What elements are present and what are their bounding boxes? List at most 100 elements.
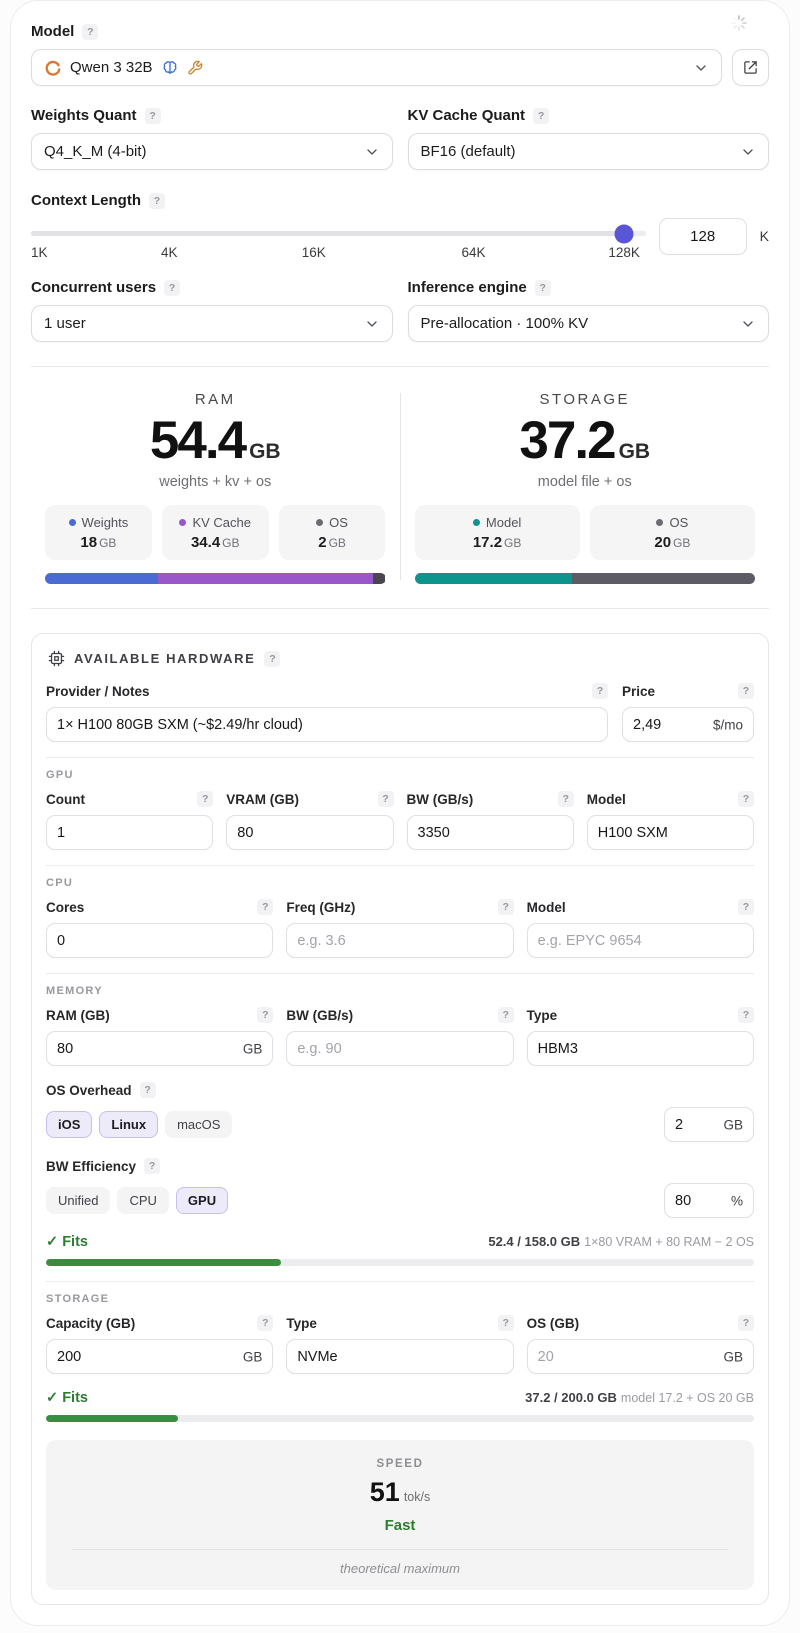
tick-16k: 16K bbox=[301, 245, 326, 260]
memory-ram-help-icon[interactable]: ? bbox=[257, 1007, 274, 1023]
storage-fit-status-text: Fits bbox=[62, 1390, 88, 1406]
chevron-down-icon bbox=[366, 320, 377, 327]
calculator-card: Model ? Qwen 3 32B bbox=[10, 0, 790, 1626]
storage-type-label: Type bbox=[286, 1315, 317, 1331]
available-hardware-card: AVAILABLE HARDWARE ? Provider / Notes ? … bbox=[31, 633, 769, 1605]
cpu-model-input[interactable] bbox=[526, 923, 754, 958]
gpu-bw-help-icon[interactable]: ? bbox=[557, 791, 574, 807]
tick-1k: 1K bbox=[31, 245, 48, 260]
section-divider bbox=[31, 608, 769, 609]
price-help-icon[interactable]: ? bbox=[738, 683, 754, 699]
storage-capacity-help-icon[interactable]: ? bbox=[257, 1315, 274, 1331]
chevron-down-icon bbox=[696, 64, 706, 71]
context-unit-label: K bbox=[759, 228, 769, 244]
context-length-slider[interactable]: 1K 4K 16K 64K 128K bbox=[31, 218, 646, 265]
memory-ram-input[interactable] bbox=[46, 1031, 274, 1066]
storage-os-label: OS (GB) bbox=[526, 1315, 580, 1331]
memory-fit-usage: 52.4 / 158.0 GB bbox=[488, 1234, 581, 1249]
kv-quant-label: KV Cache Quant bbox=[407, 107, 526, 124]
memory-type-input[interactable] bbox=[526, 1031, 754, 1066]
memory-type-help-icon[interactable]: ? bbox=[737, 1007, 754, 1023]
ram-os-badge-value: 2 bbox=[318, 534, 327, 551]
kv-cache-badge: KV Cache 34.4 GB bbox=[161, 505, 269, 560]
cpu-cores-input[interactable] bbox=[46, 923, 274, 958]
price-input[interactable] bbox=[622, 707, 754, 742]
price-label: Price bbox=[622, 683, 656, 699]
os-overhead-input[interactable] bbox=[664, 1107, 754, 1142]
memory-fit-detail: 1×80 VRAM + 80 RAM − 2 OS bbox=[584, 1235, 754, 1249]
concurrent-users-select[interactable]: 1 user bbox=[31, 305, 393, 342]
os-option-ios[interactable]: iOS bbox=[46, 1111, 93, 1138]
cpu-section-caption: CPU bbox=[46, 865, 754, 889]
speed-note: theoretical maximum bbox=[340, 1561, 460, 1576]
bw-efficiency-help-icon[interactable]: ? bbox=[144, 1158, 161, 1174]
storage-os-dot-icon bbox=[656, 519, 664, 526]
storage-summary: STORAGE 37.2 GB model file + os Model 17… bbox=[401, 387, 770, 584]
gpu-vram-input[interactable] bbox=[226, 815, 394, 850]
ram-os-badge-label: OS bbox=[329, 515, 348, 530]
bw-option-cpu[interactable]: CPU bbox=[117, 1187, 169, 1214]
provider-input[interactable] bbox=[46, 707, 608, 742]
gpu-model-input[interactable] bbox=[586, 815, 754, 850]
inference-engine-value: Pre-allocation · 100% KV bbox=[420, 315, 589, 332]
os-option-macos[interactable]: macOS bbox=[165, 1111, 233, 1138]
storage-type-help-icon[interactable]: ? bbox=[497, 1315, 514, 1331]
gpu-count-input[interactable] bbox=[46, 815, 214, 850]
os-overhead-label: OS Overhead bbox=[46, 1082, 132, 1098]
kv-quant-help-icon[interactable]: ? bbox=[533, 107, 550, 124]
model-file-badge-value: 17.2 bbox=[472, 534, 503, 551]
kv-cache-dot-icon bbox=[179, 519, 187, 526]
speed-rating: Fast bbox=[384, 1517, 416, 1534]
tick-4k: 4K bbox=[161, 245, 178, 260]
model-select[interactable]: Qwen 3 32B bbox=[31, 49, 722, 86]
inference-engine-select[interactable]: Pre-allocation · 100% KV bbox=[407, 305, 769, 342]
provider-label: Provider / Notes bbox=[46, 683, 150, 699]
context-length-input[interactable] bbox=[658, 218, 747, 255]
storage-os-input[interactable] bbox=[526, 1339, 754, 1374]
storage-type-input[interactable] bbox=[286, 1339, 514, 1374]
os-overhead-help-icon[interactable]: ? bbox=[139, 1082, 156, 1098]
cpu-freq-help-icon[interactable]: ? bbox=[497, 899, 514, 915]
storage-fit-detail: model 17.2 + OS 20 GB bbox=[620, 1391, 754, 1405]
weights-badge-value: 18 bbox=[80, 534, 98, 551]
memory-bw-help-icon[interactable]: ? bbox=[497, 1007, 514, 1023]
kv-quant-select[interactable]: BF16 (default) bbox=[407, 133, 769, 170]
ram-unit: GB bbox=[249, 440, 281, 463]
gpu-model-help-icon[interactable]: ? bbox=[738, 791, 754, 807]
bw-efficiency-input[interactable] bbox=[664, 1183, 754, 1218]
storage-fit-fill bbox=[46, 1415, 178, 1422]
gpu-bw-input[interactable] bbox=[406, 815, 574, 850]
chevron-down-icon bbox=[743, 320, 753, 327]
gpu-count-help-icon[interactable]: ? bbox=[197, 791, 214, 807]
storage-capacity-input[interactable] bbox=[46, 1339, 274, 1374]
inference-engine-help-icon[interactable]: ? bbox=[534, 279, 551, 296]
gpu-count-label: Count bbox=[46, 791, 85, 807]
available-hardware-help-icon[interactable]: ? bbox=[264, 650, 281, 667]
ram-os-badge-unit: GB bbox=[328, 536, 346, 550]
concurrent-users-help-icon[interactable]: ? bbox=[164, 279, 181, 296]
speed-divider bbox=[72, 1549, 728, 1550]
bw-option-gpu[interactable]: GPU bbox=[175, 1187, 229, 1214]
cpu-freq-input[interactable] bbox=[286, 923, 514, 958]
open-external-button[interactable] bbox=[732, 49, 769, 86]
weights-quant-select[interactable]: Q4_K_M (4-bit) bbox=[31, 133, 393, 170]
gpu-vram-help-icon[interactable]: ? bbox=[377, 791, 394, 807]
storage-os-help-icon[interactable]: ? bbox=[737, 1315, 754, 1331]
cpu-model-help-icon[interactable]: ? bbox=[737, 899, 754, 915]
provider-help-icon[interactable]: ? bbox=[592, 683, 608, 699]
storage-stacked-bar bbox=[414, 573, 756, 584]
slider-thumb[interactable] bbox=[614, 224, 634, 243]
storage-fit-row: ✓ Fits 37.2 / 200.0 GB model 17.2 + OS 20… bbox=[46, 1390, 754, 1406]
model-help-icon[interactable]: ? bbox=[82, 23, 99, 40]
weights-quant-help-icon[interactable]: ? bbox=[144, 107, 161, 124]
ram-stacked-bar bbox=[45, 573, 386, 584]
tick-128k: 128K bbox=[608, 245, 640, 260]
bw-option-unified[interactable]: Unified bbox=[46, 1187, 111, 1214]
context-length-help-icon[interactable]: ? bbox=[149, 192, 165, 209]
storage-fit-bar bbox=[46, 1415, 754, 1422]
cpu-chip-icon bbox=[48, 650, 65, 667]
os-option-linux[interactable]: Linux bbox=[99, 1111, 159, 1138]
memory-bw-input[interactable] bbox=[286, 1031, 514, 1066]
slider-track[interactable] bbox=[31, 224, 646, 243]
cpu-cores-help-icon[interactable]: ? bbox=[257, 899, 274, 915]
